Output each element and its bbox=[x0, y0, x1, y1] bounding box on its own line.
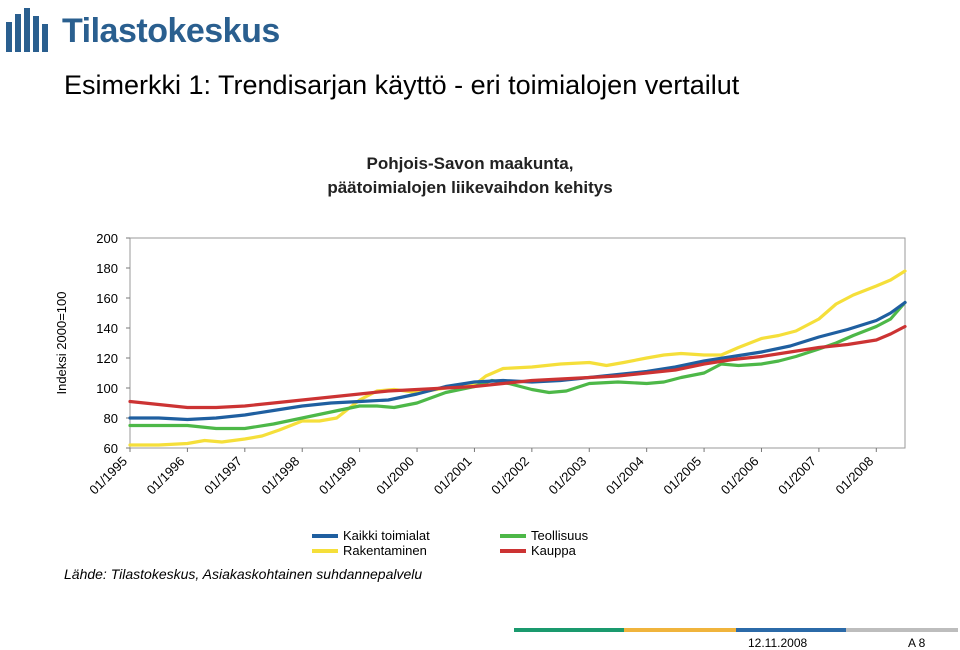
plot-area bbox=[129, 237, 906, 449]
y-axis-label: Indeksi 2000=100 bbox=[54, 291, 69, 394]
footer-bar-3 bbox=[736, 628, 846, 632]
y-tick-label: 180 bbox=[96, 261, 118, 276]
footer-date: 12.11.2008 bbox=[748, 636, 808, 650]
logo-text: Tilastokeskus bbox=[62, 12, 280, 50]
footer-bar-4 bbox=[846, 628, 958, 632]
legend-item-rakentaminen: Rakentaminen bbox=[312, 543, 427, 558]
x-tick-label: 01/2006 bbox=[718, 454, 762, 498]
x-tick-label: 01/2003 bbox=[546, 454, 590, 498]
legend-label: Teollisuus bbox=[531, 528, 589, 543]
legend-swatch bbox=[312, 548, 338, 553]
series-line-kauppa bbox=[128, 324, 907, 410]
y-tick-label: 60 bbox=[104, 441, 118, 456]
legend-label: Rakentaminen bbox=[343, 543, 427, 558]
y-tick-label: 140 bbox=[96, 321, 118, 336]
x-tick-label: 01/2002 bbox=[488, 454, 532, 498]
chart-title: Pohjois-Savon maakunta, päätoimialojen l… bbox=[0, 152, 940, 200]
legend-swatch bbox=[312, 533, 338, 538]
line-chart: 60 80 100 120 140 160 180 200 01/1995 01/1996 01/1… bbox=[54, 231, 907, 498]
chart-title-line-1: Pohjois-Savon maakunta, bbox=[366, 154, 574, 173]
x-tick-label: 01/2004 bbox=[603, 454, 647, 498]
x-tick-label: 01/1999 bbox=[316, 454, 360, 498]
x-tick-label: 01/2000 bbox=[373, 454, 417, 498]
source-note: Lähde: Tilastokeskus, Asiakaskohtainen s… bbox=[64, 566, 423, 582]
series-lines bbox=[128, 269, 907, 447]
legend-item-kauppa: Kauppa bbox=[500, 543, 576, 558]
x-tick-label: 01/1996 bbox=[144, 454, 188, 498]
legend-item-teollisuus: Teollisuus bbox=[500, 528, 588, 543]
x-tick-label: 01/1998 bbox=[259, 454, 303, 498]
x-tick-label: 01/1997 bbox=[201, 454, 245, 498]
legend-label: Kaikki toimialat bbox=[343, 528, 430, 543]
footer-page-number: A 8 bbox=[908, 636, 926, 650]
footer-bar-2 bbox=[624, 628, 736, 632]
x-tick-label: 01/2008 bbox=[833, 454, 877, 498]
series-line-teollisuus bbox=[128, 300, 907, 431]
y-tick-label: 80 bbox=[104, 411, 118, 426]
slide-title: Esimerkki 1: Trendisarjan käyttö - eri t… bbox=[64, 70, 740, 100]
footer-bar-1 bbox=[514, 628, 624, 632]
x-tick-label: 01/1995 bbox=[86, 454, 130, 498]
legend-label: Kauppa bbox=[531, 543, 576, 558]
y-tick-label: 120 bbox=[96, 351, 118, 366]
x-tick-label: 01/2001 bbox=[431, 454, 475, 498]
legend-swatch bbox=[500, 533, 526, 538]
legend-swatch bbox=[500, 548, 526, 553]
logo-mark-icon bbox=[6, 8, 48, 52]
logo: Tilastokeskus bbox=[4, 4, 280, 62]
y-tick-label: 160 bbox=[96, 291, 118, 306]
y-tick-label: 200 bbox=[96, 231, 118, 246]
legend-item-kaikki-toimialat: Kaikki toimialat bbox=[312, 528, 430, 543]
x-tick-label: 01/2005 bbox=[660, 454, 704, 498]
x-tick-label: 01/2007 bbox=[775, 454, 819, 498]
chart-title-line-2: päätoimialojen liikevaihdon kehitys bbox=[327, 178, 613, 197]
series-line-rakentaminen bbox=[128, 269, 907, 447]
y-tick-label: 100 bbox=[96, 381, 118, 396]
